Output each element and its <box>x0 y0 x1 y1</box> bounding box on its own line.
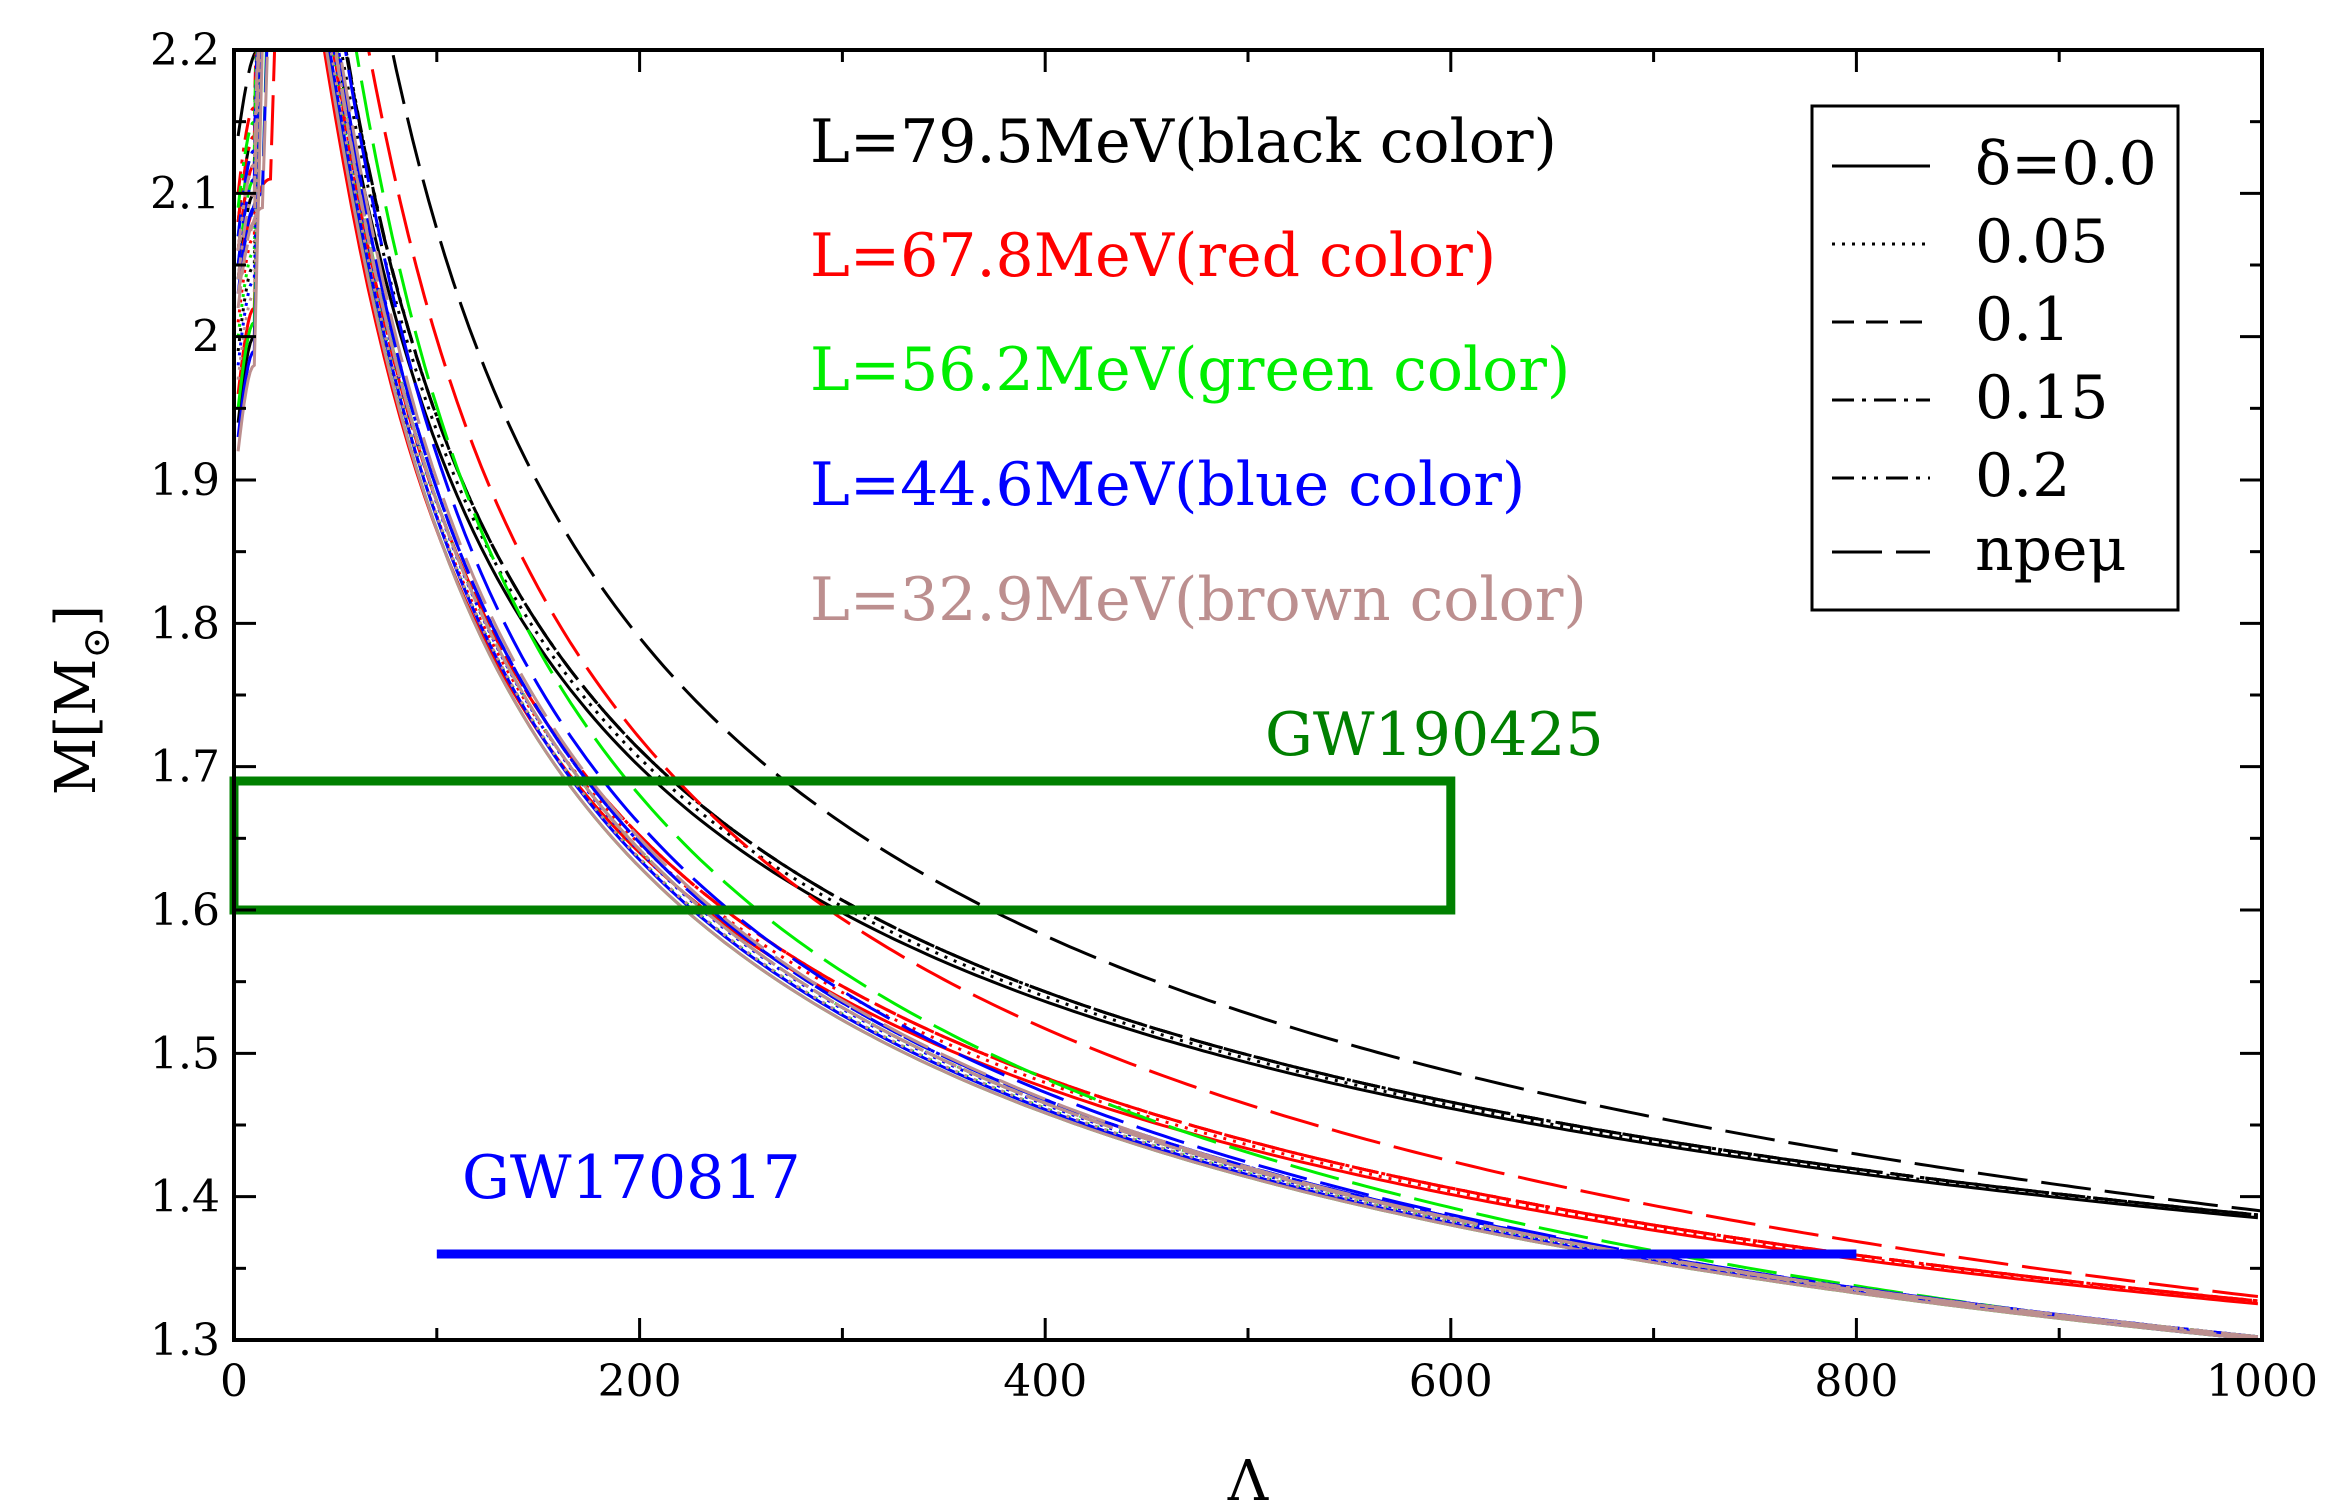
y-tick-label: 2 <box>192 312 220 363</box>
x-tick-label: 1000 <box>2206 1356 2318 1407</box>
legend: δ=0.0 0.05 0.1 0.15 0.2 npeμ <box>1810 104 2180 612</box>
curves-layer <box>236 50 2262 1340</box>
x-axis-title: Λ <box>1227 1449 1269 1512</box>
curve-black-npemu <box>236 50 2262 1213</box>
curve-brown-solid <box>236 50 2259 1340</box>
legend-label-3: 0.15 <box>1975 363 2109 433</box>
legend-label-1: 0.05 <box>1975 207 2109 277</box>
y-tick-label: 1.8 <box>150 598 220 649</box>
x-tick-label: 800 <box>1814 1356 1898 1407</box>
legend-label-4: 0.2 <box>1975 441 2070 511</box>
legend-swatches <box>1832 164 1930 554</box>
x-tick-label: 0 <box>220 1356 248 1407</box>
curve-brown-dash-dot-dot <box>236 50 2259 1339</box>
y-tick-label: 1.9 <box>150 455 220 506</box>
series-label-brown: L=32.9MeV(brown color) <box>810 565 1587 635</box>
series-label-blue: L=44.6MeV(blue color) <box>810 450 1525 520</box>
legend-label-0: δ=0.0 <box>1975 129 2157 199</box>
gw170817-label: GW170817 <box>462 1143 801 1213</box>
curve-green-npemu <box>236 50 2259 1340</box>
curve-brown-npemu <box>236 50 2259 1340</box>
y-tick-label: 1.3 <box>150 1315 220 1366</box>
y-tick-label: 1.5 <box>150 1028 220 1079</box>
y-tick-label: 2.1 <box>150 168 220 219</box>
legend-label-5: npeμ <box>1975 515 2127 585</box>
curve-red-npemu <box>236 50 2259 1298</box>
legend-label-2: 0.1 <box>1975 285 2070 355</box>
y-axis-title: M[M⊙] <box>44 605 118 795</box>
series-label-green: L=56.2MeV(green color) <box>810 335 1570 405</box>
legend-box <box>1810 104 2180 612</box>
series-label-red: L=67.8MeV(red color) <box>810 221 1496 291</box>
series-label-black: L=79.5MeV(black color) <box>810 107 1557 177</box>
series-labels: L=79.5MeV(black color) L=67.8MeV(red col… <box>810 107 1587 635</box>
gw190425-box <box>229 776 1456 915</box>
y-tick-label: 2.2 <box>150 25 220 76</box>
y-tick-label: 1.4 <box>150 1172 220 1223</box>
x-tick-label: 600 <box>1409 1356 1493 1407</box>
curve-black-dash-dot-dot <box>236 50 2259 1217</box>
y-tick-label: 1.7 <box>150 742 220 793</box>
gw190425-label: GW190425 <box>1265 700 1604 770</box>
y-tick-label: 1.6 <box>150 885 220 936</box>
axis-ticks: 0 200 400 600 800 1000 1.3 1.4 1.5 1.6 1.7 1.8 1.9 2 2… <box>150 25 2318 1407</box>
x-tick-label: 400 <box>1003 1356 1087 1407</box>
x-tick-label: 200 <box>598 1356 682 1407</box>
